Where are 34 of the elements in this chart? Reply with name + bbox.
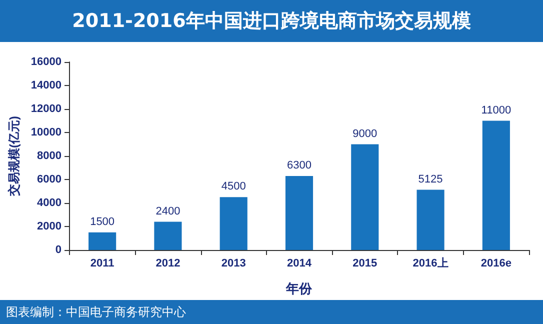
data-label: 6300 (287, 159, 312, 172)
data-label: 11000 (481, 104, 512, 116)
data-label: 1500 (90, 216, 115, 228)
y-tick-label: 2000 (37, 220, 62, 232)
bar (351, 144, 379, 250)
x-axis-title: 年份 (285, 281, 314, 296)
y-tick-label: 8000 (37, 150, 62, 162)
y-tick-label: 4000 (37, 197, 62, 209)
y-tick-label: 12000 (30, 103, 62, 115)
bar (220, 197, 248, 250)
bar (482, 120, 510, 250)
y-tick-label: 0 (55, 244, 62, 256)
data-label: 4500 (221, 180, 246, 193)
x-tick-label: 2013 (221, 258, 246, 270)
x-tick-label: 2016上 (412, 256, 448, 270)
y-tick-label: 10000 (30, 126, 62, 138)
chart-title: 2011-2016年中国进口跨境电商市场交易规模 (0, 0, 543, 42)
data-label: 2400 (156, 205, 180, 218)
data-label: 9000 (352, 128, 378, 140)
text: 图表编制：中国电子商务研究中心 (0, 300, 543, 324)
x-tick-label: 2014 (287, 258, 312, 270)
x-tick-label: 2015 (352, 258, 378, 270)
x-tick-label: 2016e (480, 258, 512, 270)
bar (88, 232, 116, 250)
y-axis-title: 交易规模(亿元) (7, 116, 21, 197)
y-tick-label: 6000 (37, 174, 62, 186)
bar (285, 176, 314, 250)
y-tick-label: 16000 (30, 56, 62, 68)
x-tick-label: 2011 (90, 258, 114, 270)
x-tick-label: 2012 (156, 258, 180, 270)
bar (416, 190, 444, 250)
y-tick-label: 14000 (30, 80, 62, 92)
bar (154, 222, 182, 250)
data-label: 5125 (418, 173, 443, 186)
